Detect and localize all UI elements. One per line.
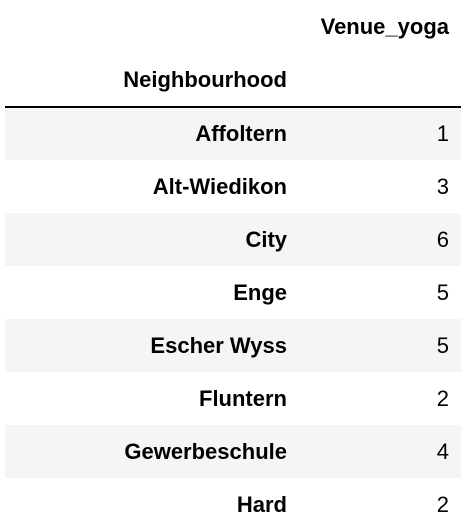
row-index-label: Escher Wyss [5, 319, 299, 372]
venue-yoga-value: 2 [299, 372, 461, 425]
venue-yoga-value: 4 [299, 425, 461, 478]
row-index-label: Affoltern [5, 107, 299, 160]
row-index-label: Alt-Wiedikon [5, 160, 299, 213]
row-index-label: Hard [5, 478, 299, 531]
table-row: Affoltern 1 [5, 107, 461, 160]
column-header-row: Venue_yoga [5, 0, 461, 53]
dataframe-table: Venue_yoga Neighbourhood Affoltern 1 Alt… [5, 0, 461, 531]
venue-yoga-value: 2 [299, 478, 461, 531]
row-index-label: Gewerbeschule [5, 425, 299, 478]
table-row: Enge 5 [5, 266, 461, 319]
venue-yoga-value: 5 [299, 319, 461, 372]
index-name-blank-cell [299, 53, 461, 107]
header-blank-cell [5, 0, 299, 53]
venue-yoga-value: 5 [299, 266, 461, 319]
venue-yoga-value: 3 [299, 160, 461, 213]
table-header: Venue_yoga Neighbourhood [5, 0, 461, 107]
table-body: Affoltern 1 Alt-Wiedikon 3 City 6 Enge 5… [5, 107, 461, 531]
index-name-row: Neighbourhood [5, 53, 461, 107]
table-row: City 6 [5, 213, 461, 266]
row-index-label: Enge [5, 266, 299, 319]
column-header-venue-yoga: Venue_yoga [299, 0, 461, 53]
venue-yoga-value: 6 [299, 213, 461, 266]
table-row: Fluntern 2 [5, 372, 461, 425]
table-row: Hard 2 [5, 478, 461, 531]
table-row: Gewerbeschule 4 [5, 425, 461, 478]
row-index-label: City [5, 213, 299, 266]
table-row: Alt-Wiedikon 3 [5, 160, 461, 213]
index-name-header: Neighbourhood [5, 53, 299, 107]
venue-yoga-value: 1 [299, 107, 461, 160]
row-index-label: Fluntern [5, 372, 299, 425]
table-row: Escher Wyss 5 [5, 319, 461, 372]
